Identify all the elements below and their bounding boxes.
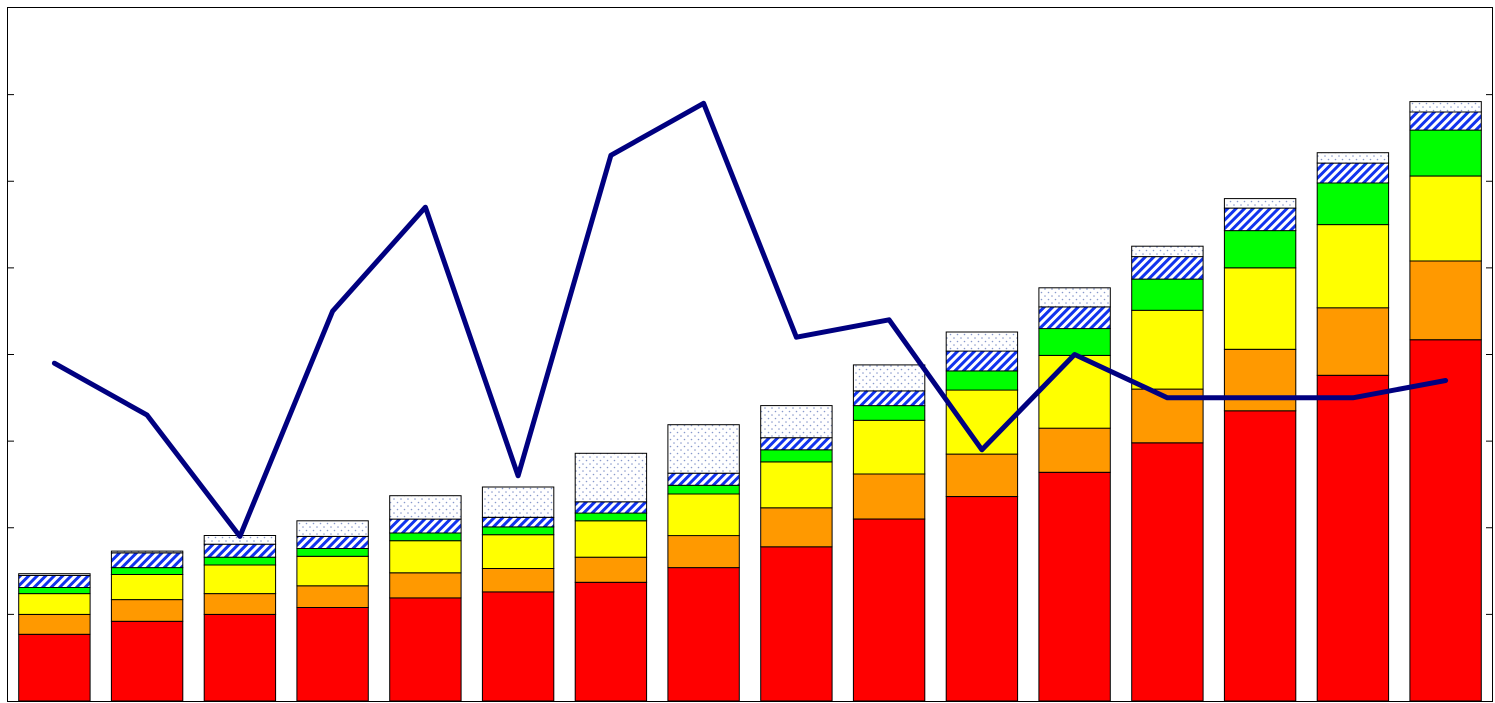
bar-segment-2 xyxy=(203,593,277,615)
bar-segment-3 xyxy=(110,574,184,601)
bar-segment-3 xyxy=(203,564,277,595)
bar-segment-4 xyxy=(1223,230,1297,269)
bar-segment-4 xyxy=(852,405,926,421)
bar-segment-3 xyxy=(1316,224,1390,309)
bar-segment-1 xyxy=(1131,442,1204,702)
bar-segment-3 xyxy=(1131,309,1204,390)
bar-segment-4 xyxy=(481,526,555,536)
bar-segment-1 xyxy=(296,606,369,702)
bar-segment-1 xyxy=(110,620,184,702)
bar-segment-1 xyxy=(852,518,926,702)
bar-segment-4 xyxy=(296,548,369,557)
bar-segment-5 xyxy=(1409,111,1482,131)
bar-segment-6 xyxy=(1409,101,1482,113)
bar-segment-5 xyxy=(1316,162,1390,184)
bar-segment-6 xyxy=(296,520,369,537)
bar-segment-3 xyxy=(1223,267,1297,350)
bar-segment-2 xyxy=(667,535,740,569)
bar-segment-5 xyxy=(945,350,1019,372)
bar-segment-5 xyxy=(110,552,184,569)
bar-segment-5 xyxy=(18,574,91,589)
bar-segment-5 xyxy=(1223,207,1297,232)
bar-segment-6 xyxy=(389,495,462,520)
bar-segment-4 xyxy=(18,587,91,595)
bar-segment-5 xyxy=(1038,306,1111,330)
bar-segment-6 xyxy=(760,405,833,439)
bar-segment-2 xyxy=(574,556,648,583)
bar-segment-3 xyxy=(760,461,833,509)
bar-segment-3 xyxy=(945,389,1019,455)
bar-segment-5 xyxy=(667,472,740,486)
bar-segment-5 xyxy=(574,501,648,514)
bar-segment-2 xyxy=(852,473,926,520)
bar-segment-3 xyxy=(18,593,91,615)
bar-segment-4 xyxy=(1038,328,1111,356)
bar-segment-2 xyxy=(1316,307,1390,376)
bar-segment-4 xyxy=(945,370,1019,391)
bar-segment-4 xyxy=(1316,182,1390,226)
bar-segment-6 xyxy=(945,331,1019,352)
bar-segment-1 xyxy=(203,613,277,702)
bar-segment-5 xyxy=(296,535,369,550)
bar-segment-3 xyxy=(1038,354,1111,429)
bar-segment-1 xyxy=(945,496,1019,702)
bar-segment-2 xyxy=(110,599,184,622)
bar-segment-4 xyxy=(203,556,277,566)
bar-segment-2 xyxy=(296,585,369,608)
bar-segment-5 xyxy=(760,437,833,451)
bar-segment-6 xyxy=(852,364,926,392)
bar-segment-3 xyxy=(574,520,648,558)
bar-segment-3 xyxy=(481,534,555,570)
bar-segment-5 xyxy=(481,516,555,528)
line-series xyxy=(51,100,1449,539)
bar-stacks xyxy=(18,101,1482,702)
bar-segment-4 xyxy=(760,449,833,463)
bar-segment-4 xyxy=(1131,278,1204,311)
bar-segment-6 xyxy=(1038,287,1111,308)
bar-segment-6 xyxy=(110,550,184,554)
bar-segment-3 xyxy=(852,419,926,475)
bar-segment-4 xyxy=(110,567,184,575)
bar-segment-1 xyxy=(1223,410,1297,702)
bar-segment-4 xyxy=(1409,129,1482,177)
bar-segment-5 xyxy=(852,390,926,407)
bar-segment-6 xyxy=(1131,245,1204,258)
bar-segment-1 xyxy=(481,591,555,702)
bar-segment-2 xyxy=(1409,260,1482,341)
bar-segment-2 xyxy=(481,568,555,593)
bar-segment-3 xyxy=(667,493,740,537)
bar-segment-2 xyxy=(1038,427,1111,473)
bar-segment-1 xyxy=(760,546,833,702)
bar-segment-6 xyxy=(481,486,555,518)
bar-segment-3 xyxy=(389,540,462,574)
bar-segment-5 xyxy=(203,543,277,558)
bar-segment-2 xyxy=(1223,348,1297,412)
bar-segment-2 xyxy=(760,507,833,548)
bar-segment-2 xyxy=(945,453,1019,498)
bar-segment-6 xyxy=(574,452,648,503)
bar-segment-5 xyxy=(1131,256,1204,280)
bar-segment-6 xyxy=(667,424,740,474)
bar-segment-1 xyxy=(389,597,462,702)
bar-segment-6 xyxy=(1316,152,1390,164)
bar-segment-4 xyxy=(667,484,740,495)
bar-segment-4 xyxy=(389,532,462,542)
bar-segment-1 xyxy=(18,633,91,702)
bar-segment-3 xyxy=(1409,175,1482,262)
line-series-group xyxy=(51,100,1449,539)
bar-segment-6 xyxy=(18,573,91,576)
bar-segment-2 xyxy=(389,572,462,599)
bar-segment-5 xyxy=(389,518,462,534)
bar-segment-1 xyxy=(667,567,740,702)
bar-segment-1 xyxy=(1409,339,1482,702)
bar-segment-4 xyxy=(574,512,648,522)
bar-segment-1 xyxy=(574,581,648,702)
bar-segment-2 xyxy=(18,613,91,635)
axis-ticks xyxy=(8,94,1492,615)
bar-segment-6 xyxy=(1223,198,1297,209)
bar-segment-1 xyxy=(1316,374,1390,702)
bar-segment-1 xyxy=(1038,471,1111,702)
bar-segment-3 xyxy=(296,555,369,587)
